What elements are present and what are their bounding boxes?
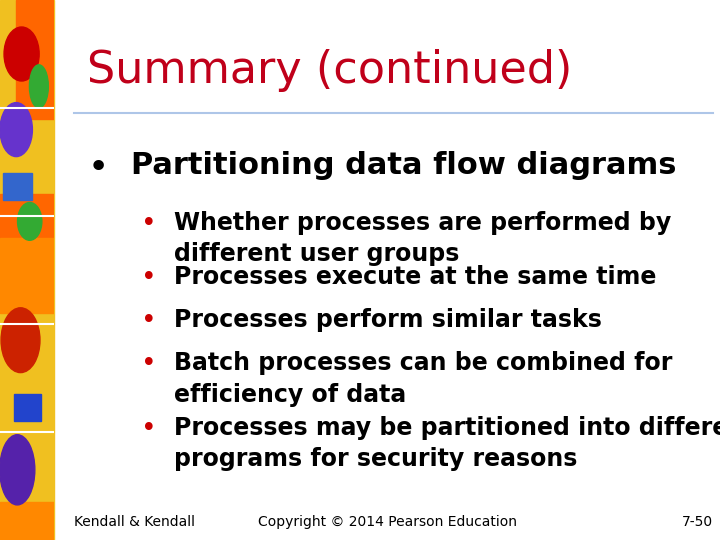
Text: 7-50: 7-50 [683, 515, 714, 529]
Text: •: • [140, 265, 156, 291]
Text: •: • [140, 416, 156, 442]
Text: Kendall & Kendall: Kendall & Kendall [74, 515, 195, 529]
Ellipse shape [0, 435, 35, 505]
Text: Processes execute at the same time: Processes execute at the same time [174, 265, 656, 288]
Bar [0, 502, 54, 540]
Text: Processes may be partitioned into different
programs for security reasons: Processes may be partitioned into differ… [174, 416, 720, 471]
Text: Processes perform similar tasks: Processes perform similar tasks [174, 308, 602, 332]
Text: Batch processes can be combined for
efficiency of data: Batch processes can be combined for effi… [174, 351, 672, 407]
Bar [3, 173, 32, 200]
Text: •: • [140, 211, 156, 237]
Text: •: • [140, 308, 156, 334]
Ellipse shape [30, 65, 48, 108]
Text: Partitioning data flow diagrams: Partitioning data flow diagrams [130, 151, 676, 180]
Bar [16, 0, 54, 119]
Text: Summary (continued): Summary (continued) [87, 49, 572, 92]
Ellipse shape [1, 308, 40, 373]
Text: Whether processes are performed by
different user groups: Whether processes are performed by diffe… [174, 211, 671, 266]
Bar [14, 394, 40, 421]
Text: •: • [140, 351, 156, 377]
Text: •: • [87, 151, 109, 185]
Bar [0, 194, 54, 238]
Bar [0, 238, 54, 313]
Ellipse shape [0, 103, 32, 157]
Ellipse shape [17, 202, 42, 240]
Ellipse shape [4, 27, 39, 81]
Text: Copyright © 2014 Pearson Education: Copyright © 2014 Pearson Education [258, 515, 516, 529]
